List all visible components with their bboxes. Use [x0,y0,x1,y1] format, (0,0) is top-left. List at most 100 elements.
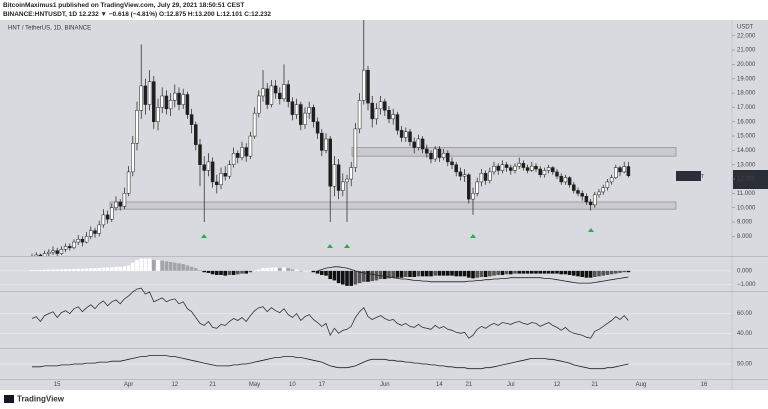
x-tick-label: 16 [701,382,708,388]
macd-bar [345,270,349,286]
macd-bar [530,270,534,274]
candle-body [412,141,416,148]
macd-bar [231,270,236,275]
candle-body [370,102,374,120]
candle-body [492,165,496,173]
x-tick-label: 15 [54,382,61,388]
candle-body [248,135,253,157]
macd-bar [311,270,316,273]
macd-bar [626,270,631,273]
candle-body [47,251,51,254]
candle-body [374,108,379,120]
y-tick-label: 19.000 [737,76,756,82]
candle-body [362,69,366,101]
macd-bar [244,270,248,274]
macd-bar [387,270,391,279]
macd-bar [42,269,47,271]
candle-body [164,95,169,110]
price-panel [31,20,677,256]
x-tick-label: Aug [636,382,647,388]
macd-bar [412,270,416,277]
candle-body [437,148,442,158]
candle-body [588,201,593,206]
macd-bar [156,259,160,271]
y-tick-label: 13.000 [737,162,756,168]
macd-bar [383,270,387,280]
macd-bar [135,259,139,271]
candle-body [496,165,500,171]
x-tick-label: 21 [591,382,598,388]
macd-bar [618,270,622,273]
buy-marker [344,244,350,248]
macd-bar [479,270,484,277]
macd-bar [370,270,374,282]
macd-bar [378,270,383,280]
macd-bar [500,270,505,275]
candle-body [387,110,391,120]
candle-body [609,177,614,183]
macd-bar [299,270,303,272]
macd-bar [588,270,593,278]
y-tick-label: 8.000 [737,234,753,240]
candle-body [622,166,626,173]
macd-bar [559,270,563,275]
candle-body [420,138,425,150]
candle-body [446,153,450,163]
candle-body [315,121,320,134]
macd-bar [441,270,446,276]
macd-bar [420,270,425,277]
candle-body [206,161,211,171]
macd-bar [206,270,211,273]
candle-body [59,249,64,254]
candle-body [160,95,164,108]
y-tick-label: 22.000 [737,33,756,39]
macd-bar [374,270,379,281]
buy-marker [588,228,594,232]
x-tick-label: Apr [124,382,133,388]
macd-bar [236,270,240,275]
macd-bar [93,268,97,271]
candle-body [42,253,47,256]
candle-body [576,190,580,194]
candle-body [530,165,534,171]
macd-bar [219,270,223,275]
candle-body [240,147,244,158]
macd-bar [118,266,122,271]
candle-body [139,85,143,111]
macd-bar [278,268,282,271]
candle-body [76,238,80,243]
candle-body [366,69,370,104]
macd-bar [55,269,59,271]
candle-body [504,164,509,168]
macd-bar [265,268,269,271]
candle-body [341,181,345,191]
candle-body [215,181,219,186]
candle-body [408,131,412,143]
candle-body [383,101,387,111]
indicator-tick-label: 40.00 [737,331,753,337]
macd-bar [483,270,488,277]
candle-body [404,131,408,138]
x-tick-label: 21 [209,382,216,388]
macd-bar [580,270,584,277]
tradingview-logo: TradingView [4,395,65,404]
logo-icon [4,395,14,403]
candle-body [299,104,303,125]
candle-body [185,94,190,115]
candle-body [290,101,295,115]
candle-body [584,196,589,203]
macd-bar [399,270,404,278]
macd-bar [513,270,517,274]
macd-bar [63,269,68,271]
macd-bar [429,270,433,277]
candle-body [38,254,43,256]
candle-body [345,178,349,183]
candle-body [278,92,282,100]
x-tick-label: 12 [554,382,561,388]
candle-body [542,170,547,176]
macd-bar [395,270,400,278]
candle-body [244,147,248,157]
macd-bar [189,266,194,271]
candle-body [479,173,484,183]
macd-bar [84,268,89,271]
